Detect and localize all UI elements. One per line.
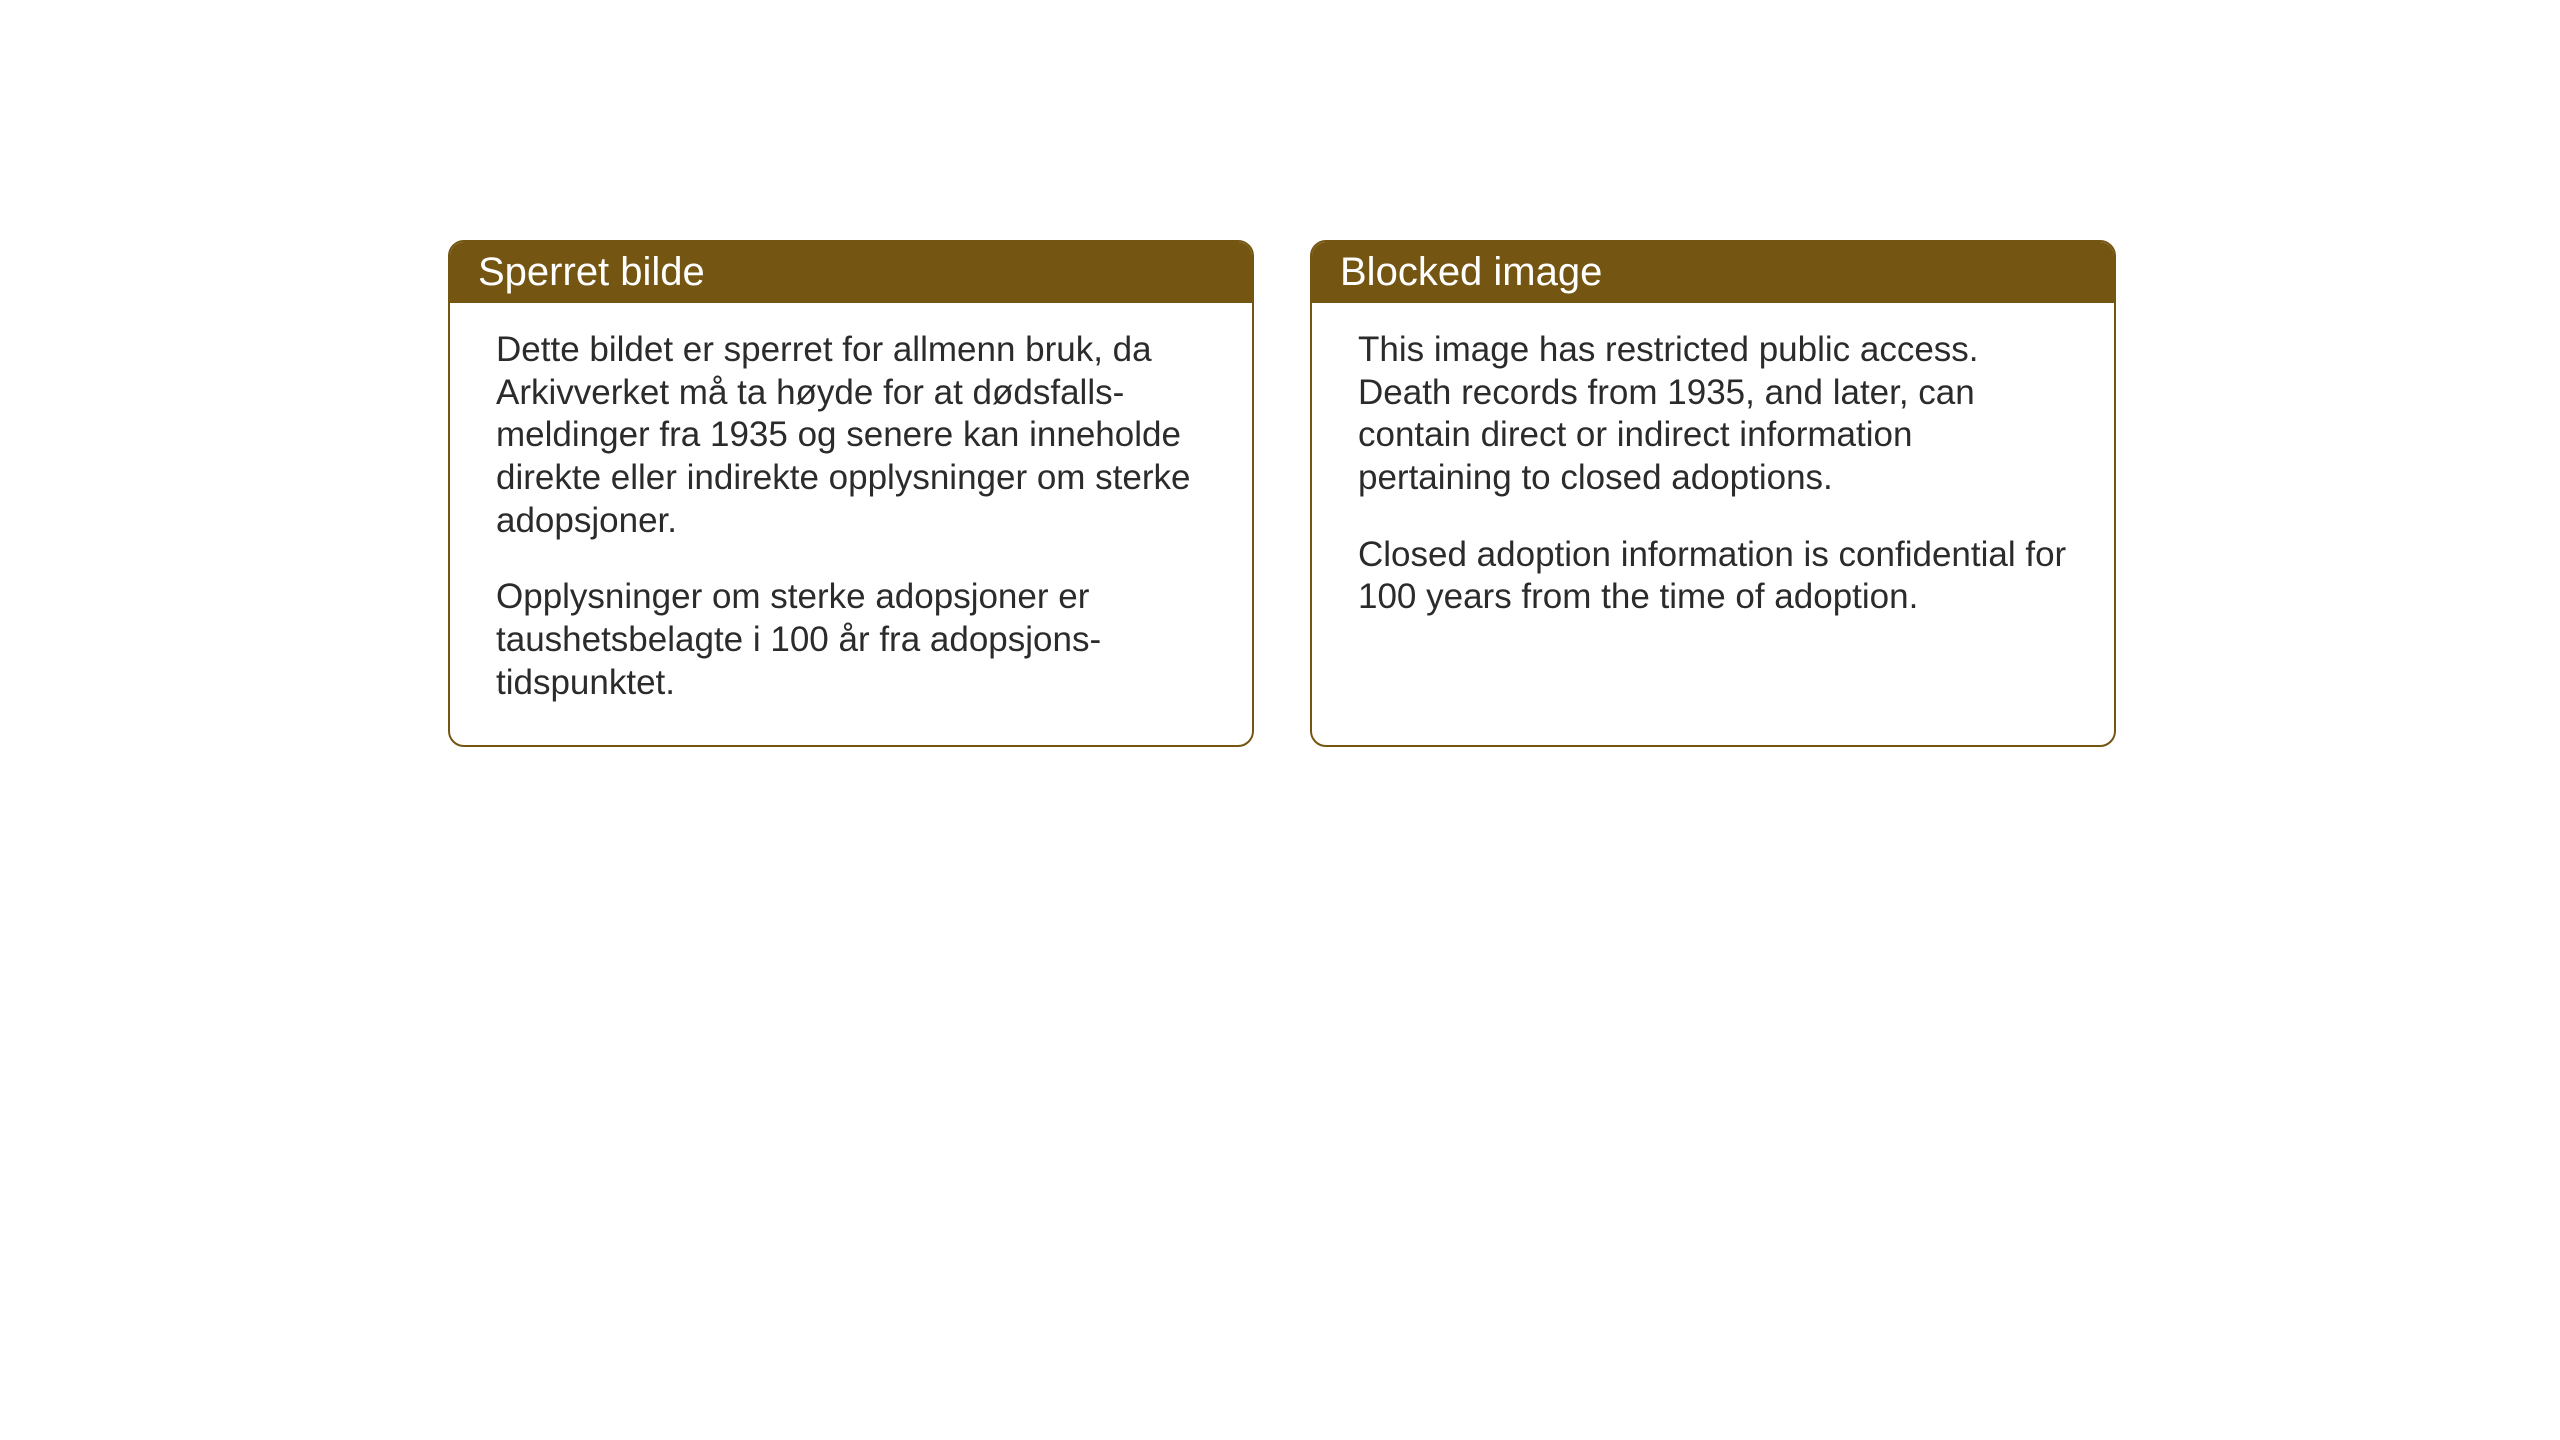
cards-container: Sperret bilde Dette bildet er sperret fo… [448, 240, 2116, 747]
card-title-norwegian: Sperret bilde [478, 250, 705, 294]
card-title-english: Blocked image [1340, 250, 1602, 294]
card-norwegian: Sperret bilde Dette bildet er sperret fo… [448, 240, 1254, 747]
card-paragraph1-english: This image has restricted public access.… [1358, 329, 2068, 500]
card-paragraph2-english: Closed adoption information is confident… [1358, 534, 2068, 619]
card-header-english: Blocked image [1312, 242, 2114, 303]
card-body-norwegian: Dette bildet er sperret for allmenn bruk… [450, 303, 1252, 745]
card-paragraph1-norwegian: Dette bildet er sperret for allmenn bruk… [496, 329, 1206, 542]
card-paragraph2-norwegian: Opplysninger om sterke adopsjoner er tau… [496, 576, 1206, 704]
card-body-english: This image has restricted public access.… [1312, 303, 2114, 659]
card-english: Blocked image This image has restricted … [1310, 240, 2116, 747]
card-header-norwegian: Sperret bilde [450, 242, 1252, 303]
